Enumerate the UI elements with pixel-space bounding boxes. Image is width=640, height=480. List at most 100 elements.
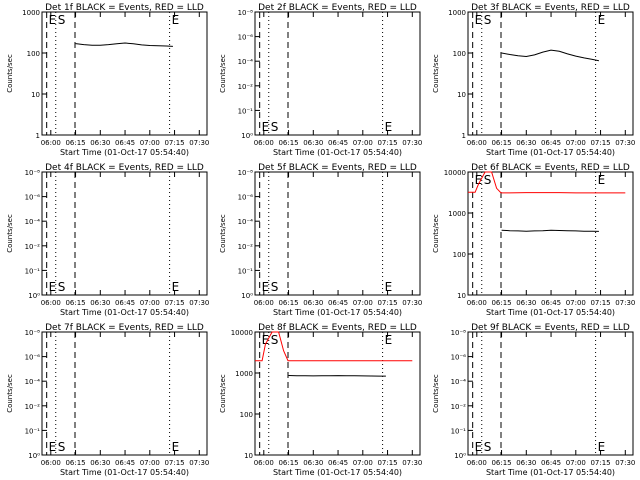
lld-series-line (468, 171, 626, 194)
y-tick-label: 10000 (231, 329, 253, 337)
events-series-line (501, 49, 599, 62)
y-tick-label: 10⁻¹ (238, 267, 254, 275)
x-axis-label: Start Time (01-Oct-17 05:54:40) (273, 148, 402, 157)
y-tick-label: 10⁻¹ (238, 107, 254, 115)
x-axis-label: Start Time (01-Oct-17 05:54:40) (486, 468, 615, 477)
y-tick-label: 10⁰ (454, 452, 466, 460)
y-axis-label: Counts/sec (432, 374, 440, 413)
panel-title: Det 3f BLACK = Events, RED = LLD (471, 3, 630, 13)
y-tick-label: 1000 (22, 9, 40, 17)
y-tick-label: 10 (31, 91, 40, 99)
events-series-line (501, 229, 599, 232)
marker-label: E (598, 173, 606, 187)
marker-label: S (271, 120, 279, 134)
y-tick-label: 10⁰ (28, 292, 40, 300)
plot-frame (41, 11, 208, 136)
y-tick-label: 10⁰ (241, 132, 253, 140)
marker-label: E (172, 280, 180, 294)
y-tick-label: 100 (453, 50, 466, 58)
x-tick-label: 06:30 (303, 139, 323, 147)
x-tick-label: 06:45 (328, 139, 348, 147)
x-tick-label: 07:00 (140, 139, 160, 147)
x-tick-label: 07:15 (590, 139, 610, 147)
x-tick-label: 06:45 (541, 459, 561, 467)
marker-label: E (385, 333, 393, 347)
x-tick-label: 06:00 (41, 459, 61, 467)
marker-label: S (484, 173, 492, 187)
y-tick-label: 10⁻⁸ (451, 329, 467, 337)
y-tick-label: 10⁻⁸ (238, 9, 254, 17)
plot-frame (41, 331, 208, 456)
x-tick-label: 07:30 (402, 459, 422, 467)
detector-panel-6: Det 6f BLACK = Events, RED = LLD 06:00 06:… (432, 163, 635, 317)
x-tick-label: 07:15 (164, 299, 184, 307)
x-tick-label: 06:30 (303, 459, 323, 467)
x-tick-label: 07:30 (615, 459, 635, 467)
marker-label: E (385, 120, 393, 134)
x-tick-label: 06:45 (328, 299, 348, 307)
x-axis-label: Start Time (01-Oct-17 05:54:40) (486, 148, 615, 157)
plot-frame (467, 171, 634, 296)
events-series-line (75, 42, 173, 47)
x-tick-label: 06:00 (254, 299, 274, 307)
marker-label: E (172, 440, 180, 454)
x-tick-label: 07:30 (189, 139, 209, 147)
marker-label: S (271, 333, 279, 347)
y-tick-label: 10⁻⁸ (238, 169, 254, 177)
y-tick-label: 10⁻⁶ (25, 354, 41, 362)
x-tick-label: 07:30 (402, 139, 422, 147)
marker-label: S (58, 440, 66, 454)
marker-label: E (49, 280, 57, 294)
y-tick-label: 1000 (448, 210, 466, 218)
y-tick-label: 100 (240, 411, 253, 419)
x-tick-label: 07:30 (402, 299, 422, 307)
x-tick-label: 06:45 (115, 139, 135, 147)
marker-label: E (475, 13, 483, 27)
y-axis-label: Counts/sec (432, 54, 440, 93)
x-tick-label: 06:15 (491, 299, 511, 307)
detector-panel-3: Det 3f BLACK = Events, RED = LLD 06:00 06:… (432, 3, 635, 157)
y-tick-label: 10⁻² (25, 243, 41, 251)
marker-label: S (484, 440, 492, 454)
marker-label: E (598, 440, 606, 454)
marker-label: E (385, 280, 393, 294)
y-tick-label: 10⁻⁶ (25, 194, 41, 202)
x-tick-label: 07:30 (189, 299, 209, 307)
y-tick-label: 1 (462, 132, 466, 140)
detector-panel-4: Det 4f BLACK = Events, RED = LLD 06:00 06:… (6, 163, 209, 317)
marker-label: E (598, 13, 606, 27)
x-tick-label: 06:30 (516, 299, 536, 307)
plot-frame (467, 11, 634, 136)
x-tick-label: 06:15 (278, 139, 298, 147)
marker-label: E (49, 13, 57, 27)
x-tick-label: 06:45 (115, 459, 135, 467)
y-tick-label: 10 (457, 91, 466, 99)
events-series-line (288, 375, 386, 377)
x-tick-label: 07:15 (590, 299, 610, 307)
y-tick-label: 100 (27, 50, 40, 58)
x-tick-label: 06:15 (278, 459, 298, 467)
y-tick-label: 10 (244, 452, 253, 460)
x-tick-label: 06:30 (516, 139, 536, 147)
x-tick-label: 06:15 (65, 299, 85, 307)
x-axis-label: Start Time (01-Oct-17 05:54:40) (60, 308, 189, 317)
y-tick-label: 10⁰ (28, 452, 40, 460)
x-tick-label: 06:00 (467, 139, 487, 147)
x-tick-label: 06:15 (491, 459, 511, 467)
marker-label: E (262, 120, 270, 134)
detector-panel-9: Det 9f BLACK = Events, RED = LLD 06:00 06:… (432, 323, 635, 477)
x-tick-label: 07:15 (377, 459, 397, 467)
y-axis-label: Counts/sec (6, 374, 14, 413)
y-tick-label: 10⁻¹ (25, 267, 41, 275)
x-tick-label: 07:15 (377, 139, 397, 147)
x-tick-label: 06:15 (491, 139, 511, 147)
panel-title: Det 7f BLACK = Events, RED = LLD (45, 323, 204, 333)
x-tick-label: 07:15 (377, 299, 397, 307)
x-tick-label: 07:00 (566, 299, 586, 307)
y-tick-label: 1000 (448, 9, 466, 17)
x-axis-label: Start Time (01-Oct-17 05:54:40) (486, 308, 615, 317)
y-axis-label: Counts/sec (432, 214, 440, 253)
x-tick-label: 06:45 (541, 299, 561, 307)
x-tick-label: 06:45 (541, 139, 561, 147)
